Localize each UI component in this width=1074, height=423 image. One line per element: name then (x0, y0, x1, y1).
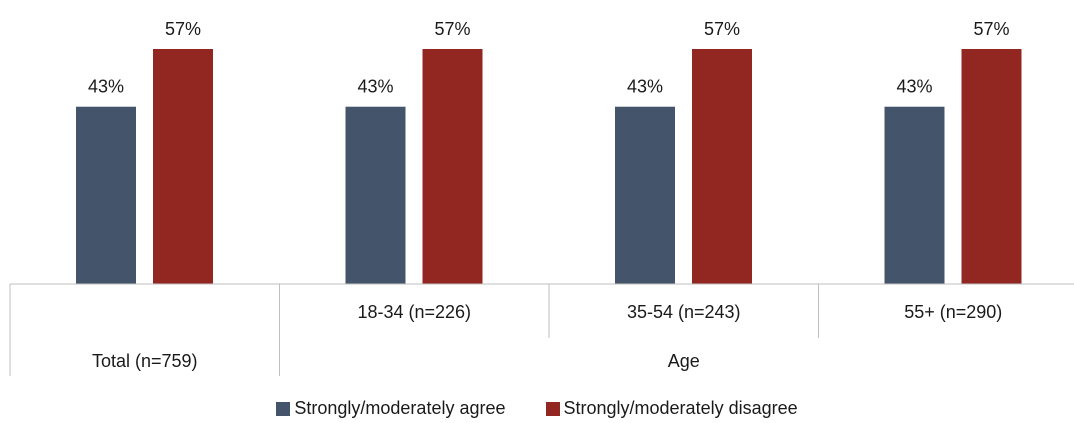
bar-agree-2 (615, 106, 675, 284)
category-label-1: 18-34 (n=226) (357, 302, 471, 322)
bar-agree-3 (884, 106, 945, 284)
bar-chart: 43% 57% 43% 57% 43% 57% 43% 57% 18-34 (n=226) 35… (9, 19, 1074, 376)
bar-disagree-1 (422, 49, 483, 284)
legend-item-agree: Strongly/moderately agree (276, 398, 506, 419)
category-axis: 18-34 (n=226) 35-54 (n=243) 55+ (n=290) Tot… (9, 283, 1074, 376)
value-label-agree-2: 43% (627, 77, 663, 97)
value-label-disagree-1: 57% (434, 19, 470, 39)
group-label-0: Total (n=759) (92, 351, 198, 371)
legend-item-disagree: Strongly/moderately disagree (545, 398, 798, 419)
value-label-agree-3: 43% (896, 77, 932, 97)
legend-swatch-agree (276, 401, 291, 416)
legend-label-agree: Strongly/moderately agree (294, 398, 506, 418)
bar-disagree-2 (692, 49, 752, 284)
bar-disagree-3 (961, 49, 1022, 284)
value-label-disagree-2: 57% (704, 19, 740, 39)
legend-label-disagree: Strongly/moderately disagree (563, 398, 798, 418)
category-label-2: 35-54 (n=243) (627, 302, 741, 322)
group-label-1: Age (668, 351, 700, 371)
value-label-disagree-3: 57% (973, 19, 1009, 39)
bars-layer (76, 49, 1022, 284)
legend-swatch-disagree (545, 401, 560, 416)
value-label-disagree-0: 57% (165, 19, 201, 39)
legend: Strongly/moderately agree Strongly/moder… (0, 398, 1074, 419)
value-label-agree-1: 43% (357, 77, 393, 97)
bar-agree-0 (76, 106, 136, 284)
bar-disagree-0 (153, 49, 213, 284)
category-label-3: 55+ (n=290) (904, 302, 1002, 322)
value-labels-layer: 43% 57% 43% 57% 43% 57% 43% 57% (88, 19, 1010, 97)
bar-agree-1 (345, 106, 406, 284)
value-label-agree-0: 43% (88, 77, 124, 97)
